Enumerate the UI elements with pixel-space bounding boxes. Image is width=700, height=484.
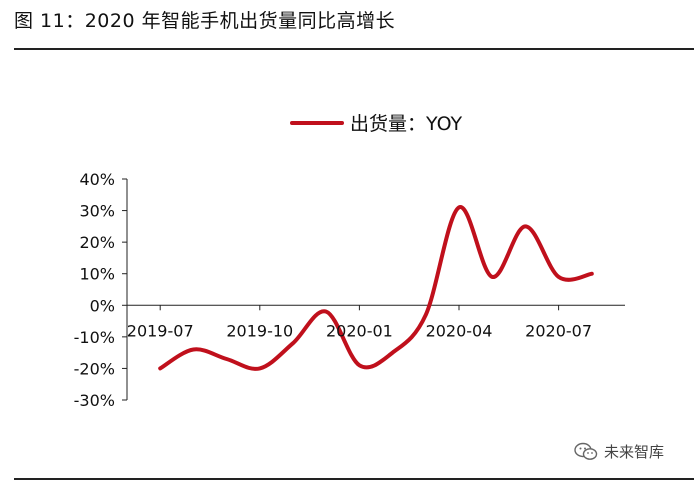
wechat-icon [574,442,598,460]
x-tick-label: 2020-01 [326,321,393,340]
tick-labels: -30% -20% -10% 0% 10% 20% 30% 40% 2019-07 2019-10… [74,170,592,410]
axes [122,178,625,401]
legend-label: 出货量：YOY [350,113,462,135]
x-tick-label: 2020-04 [426,321,493,340]
watermark: 未来智库 [574,441,664,462]
x-tick-label: 2020-07 [525,321,592,340]
watermark-text: 未来智库 [604,443,665,461]
legend: 出货量：YOY [290,113,462,135]
y-tick-label: 0% [90,296,115,315]
series-layer [158,205,594,371]
bottom-rule [14,478,694,480]
y-tick-label: 40% [79,170,115,189]
y-tick-label: 10% [79,265,115,284]
top-rule [14,48,694,50]
y-tick-label: -20% [74,359,115,378]
x-tick-label: 2019-07 [127,321,194,340]
series-line-yoy [158,205,594,371]
y-tick-label: -10% [74,328,115,347]
y-tick-label: -30% [74,391,115,410]
y-tick-label: 30% [79,202,115,221]
x-tick-label: 2019-10 [226,321,293,340]
y-tick-label: 20% [79,233,115,252]
figure-title: 图 11：2020 年智能手机出货量同比高增长 [14,10,396,32]
